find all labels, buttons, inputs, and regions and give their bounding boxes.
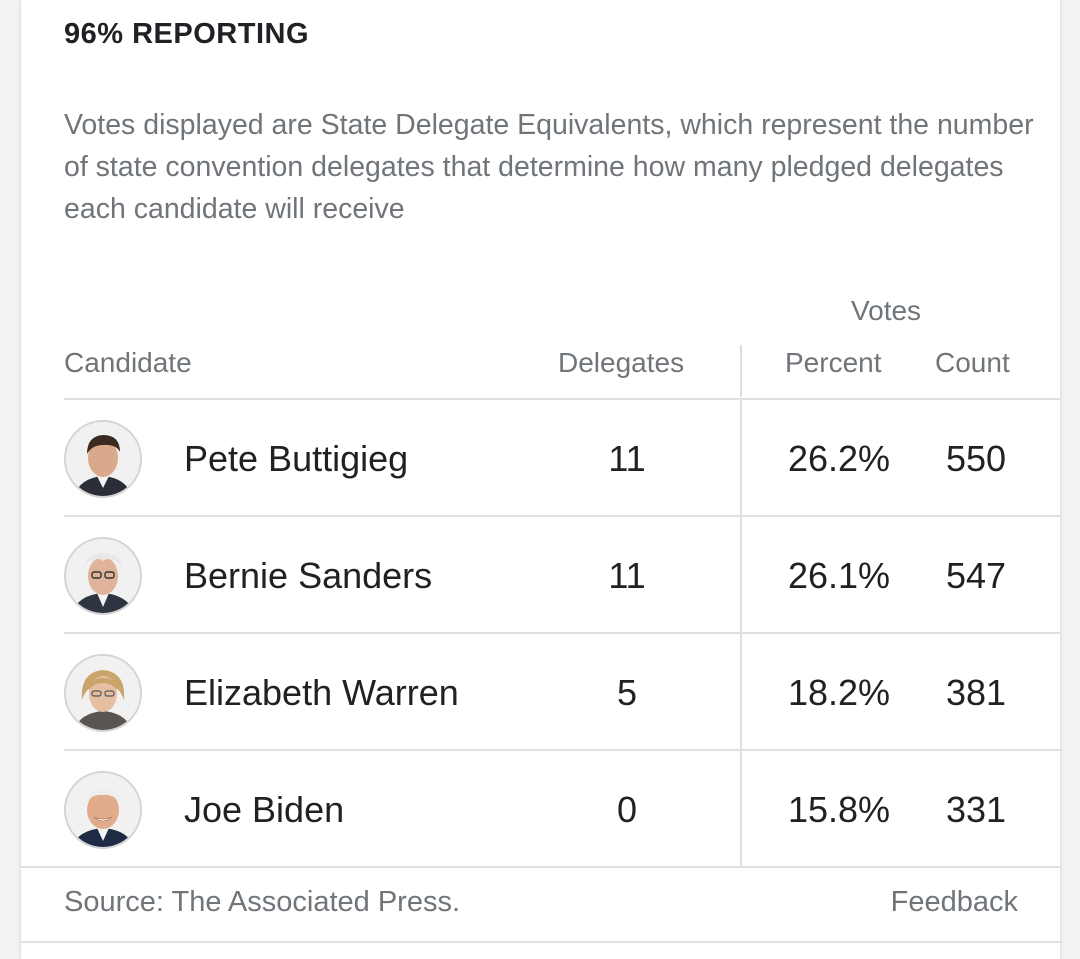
table-row[interactable]: Elizabeth Warren 5 18.2% 381	[21, 634, 1060, 749]
delegates-value: 11	[608, 438, 646, 479]
column-divider	[740, 634, 742, 749]
count-value: 381	[945, 672, 1007, 713]
pete-buttigieg-avatar	[64, 420, 142, 498]
candidate-name: Elizabeth Warren	[184, 672, 459, 713]
results-description: Votes displayed are State Delegate Equiv…	[64, 109, 1034, 225]
votes-group-header: Votes	[851, 295, 922, 326]
row-divider	[64, 515, 1060, 517]
joe-biden-avatar	[64, 771, 142, 849]
delegates-value: 0	[616, 789, 638, 830]
candidate-name: Bernie Sanders	[184, 555, 433, 596]
table-row[interactable]: Joe Biden 0 15.8% 331	[21, 751, 1060, 866]
feedback-link[interactable]: Feedback	[890, 886, 1018, 918]
column-divider	[740, 400, 742, 515]
candidate-column-header: Candidate	[64, 347, 192, 378]
candidate-name: Joe Biden	[184, 789, 345, 830]
percent-column-header: Percent	[785, 347, 882, 378]
percent-value: 18.2%	[787, 672, 891, 713]
results-card: 96% REPORTING Votes displayed are State …	[21, 0, 1060, 959]
table-row[interactable]: Bernie Sanders 11 26.1% 547	[21, 517, 1060, 632]
delegates-value: 11	[608, 555, 646, 596]
delegates-column-header: Delegates	[558, 347, 685, 378]
column-divider	[740, 751, 742, 866]
count-column-header: Count	[935, 347, 1010, 378]
header-divider	[64, 398, 1060, 400]
source-attribution: Source: The Associated Press.	[64, 886, 461, 918]
count-value: 550	[945, 438, 1007, 479]
column-divider	[740, 345, 742, 397]
percent-value: 26.1%	[787, 555, 891, 596]
footer-divider	[21, 941, 1060, 943]
row-divider	[64, 749, 1060, 751]
row-divider	[64, 632, 1060, 634]
delegates-value: 5	[616, 672, 638, 713]
percent-value: 26.2%	[787, 438, 891, 479]
column-divider	[740, 517, 742, 632]
table-row[interactable]: Pete Buttigieg 11 26.2% 550	[21, 400, 1060, 515]
reporting-status: 96% REPORTING	[64, 18, 309, 50]
count-value: 547	[945, 555, 1007, 596]
elizabeth-warren-avatar	[64, 654, 142, 732]
percent-value: 15.8%	[787, 789, 891, 830]
bernie-sanders-avatar	[64, 537, 142, 615]
count-value: 331	[945, 789, 1007, 830]
table-bottom-divider	[21, 866, 1060, 868]
candidate-name: Pete Buttigieg	[184, 438, 409, 479]
